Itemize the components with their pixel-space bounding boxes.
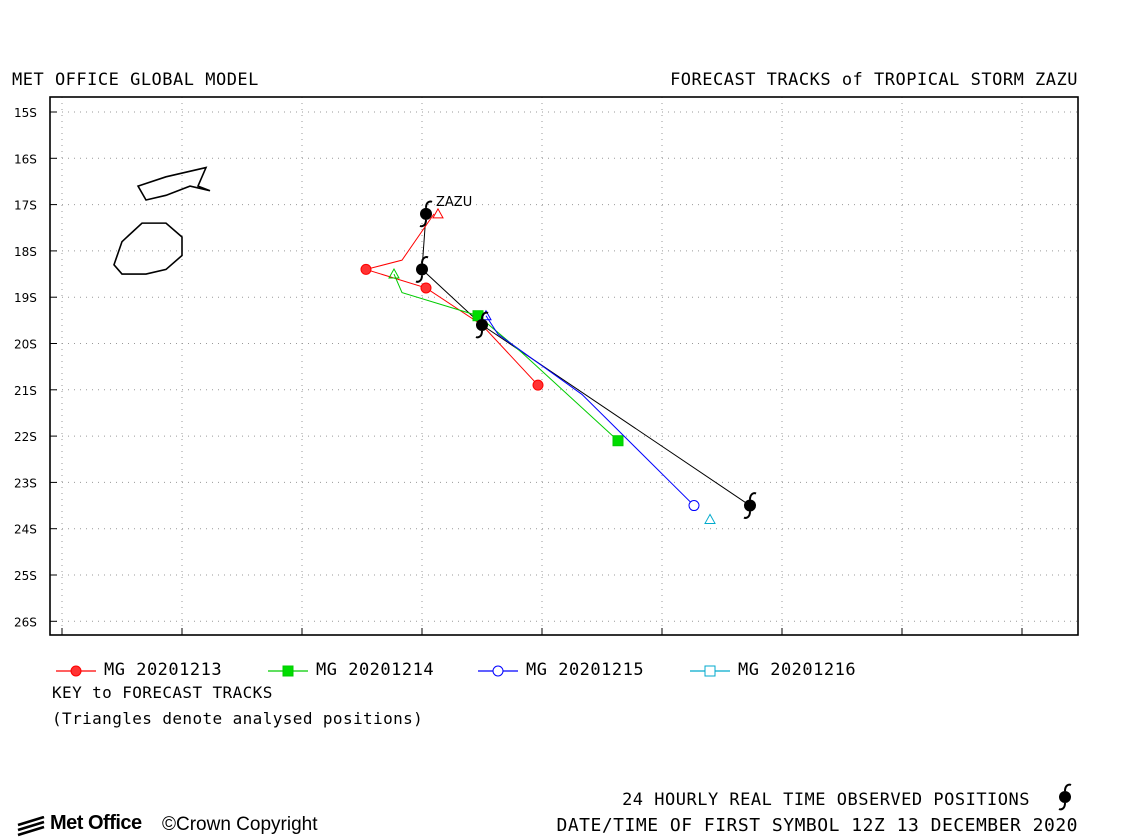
vanua-levu-outline bbox=[136, 166, 211, 201]
first-symbol-date: DATE/TIME OF FIRST SYMBOL 12Z 13 DECEMBE… bbox=[556, 815, 1078, 836]
storm-name-label: ZAZU bbox=[436, 195, 472, 210]
analysed-position-triangle bbox=[704, 513, 716, 524]
lat-tick-label: 16S bbox=[14, 152, 37, 166]
lat-tick-label: 26S bbox=[14, 615, 37, 629]
forecast-marker bbox=[532, 379, 544, 391]
cyclone-symbol-core bbox=[476, 318, 488, 331]
cyclone-symbol-arm bbox=[425, 200, 433, 208]
open-circle-icon bbox=[492, 665, 504, 677]
cyclone-symbol bbox=[743, 492, 757, 519]
key-note: (Triangles denote analysed positions) bbox=[52, 709, 424, 728]
cyclone-symbol-arm bbox=[743, 511, 751, 519]
lat-tick-label: 25S bbox=[14, 569, 37, 583]
forecast-map: 15S16S17S18S19S20S21S22S23S24S25S26S177E… bbox=[14, 96, 1079, 636]
forecast-track-line bbox=[393, 273, 619, 442]
legend-label: MG 20201213 bbox=[104, 660, 223, 680]
cyclone-symbol bbox=[415, 256, 429, 283]
open-square-icon bbox=[704, 665, 716, 677]
legend-label: MG 20201214 bbox=[316, 660, 435, 680]
analysed-position-triangle bbox=[432, 207, 444, 219]
lat-tick-label: 22S bbox=[14, 430, 37, 444]
map-frame bbox=[49, 96, 1079, 636]
lat-tick-label: 17S bbox=[14, 199, 37, 213]
cyclone-symbol-arm bbox=[415, 275, 423, 283]
cyclone-symbol-core bbox=[420, 207, 432, 220]
forecast-marker bbox=[612, 435, 624, 447]
header-right: FORECAST TRACKS of TROPICAL STORM ZAZU bbox=[670, 70, 1078, 90]
observed-positions-label: 24 HOURLY REAL TIME OBSERVED POSITIONS bbox=[622, 790, 1030, 810]
lat-tick-label: 15S bbox=[14, 106, 37, 120]
cyclone-symbol-arm bbox=[481, 311, 489, 320]
legend-label: MG 20201215 bbox=[526, 660, 645, 680]
header-left: MET OFFICE GLOBAL MODEL bbox=[12, 70, 259, 90]
lat-tick-label: 18S bbox=[14, 245, 37, 259]
lat-tick-label: 24S bbox=[14, 523, 37, 537]
legend-label: MG 20201216 bbox=[738, 660, 857, 680]
lat-tick-label: 21S bbox=[14, 384, 37, 398]
observed-track-line bbox=[421, 213, 751, 506]
met-office-logo-icon bbox=[17, 816, 45, 837]
cyclone-symbol bbox=[475, 311, 489, 339]
cyclone-symbol-arm bbox=[475, 330, 483, 339]
cyclone-symbol bbox=[419, 200, 433, 228]
analysed-position-triangle bbox=[388, 268, 400, 279]
filled-circle-icon bbox=[70, 665, 82, 677]
lat-tick-label: 23S bbox=[14, 476, 37, 490]
cyclone-symbol-icon bbox=[1058, 783, 1072, 811]
cyclone-symbol-arm bbox=[749, 492, 757, 500]
cyclone-symbol-core bbox=[744, 499, 756, 512]
key-title: KEY to FORECAST TRACKS bbox=[52, 683, 273, 702]
copyright: ©Crown Copyright bbox=[162, 814, 318, 835]
fiji-outline bbox=[113, 222, 183, 275]
lat-tick-label: 19S bbox=[14, 291, 37, 305]
logo-text: Met Office bbox=[50, 812, 142, 834]
cyclone-symbol-arm bbox=[419, 219, 427, 228]
filled-square-icon bbox=[282, 665, 294, 677]
cyclone-symbol-arm bbox=[421, 256, 429, 264]
forecast-marker bbox=[420, 282, 432, 294]
forecast-track-line bbox=[485, 315, 695, 506]
cyclone-symbol-core bbox=[416, 263, 428, 276]
forecast-marker bbox=[360, 263, 372, 275]
forecast-track-line bbox=[364, 213, 539, 386]
forecast-marker bbox=[688, 500, 700, 512]
lat-tick-label: 20S bbox=[14, 338, 37, 352]
